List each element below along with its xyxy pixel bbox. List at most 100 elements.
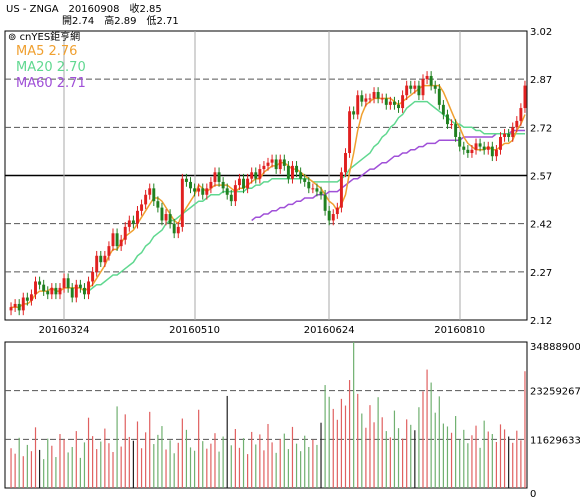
candle-body bbox=[164, 214, 168, 221]
volume-bar bbox=[234, 428, 236, 488]
candle-body bbox=[335, 207, 339, 215]
volume-bar bbox=[446, 426, 449, 488]
candle bbox=[458, 132, 462, 152]
candle-body bbox=[384, 98, 388, 105]
candle bbox=[197, 183, 201, 197]
volume-bar bbox=[393, 410, 396, 488]
volume-bar bbox=[96, 449, 98, 488]
candle bbox=[99, 250, 103, 268]
candle bbox=[311, 183, 315, 194]
volume-tick-label: 34888900 bbox=[530, 342, 580, 353]
candle-body bbox=[136, 210, 139, 224]
volume-bar bbox=[275, 452, 277, 488]
candle bbox=[180, 173, 184, 232]
price-tick-label: 2.27 bbox=[530, 268, 552, 279]
volume-bar bbox=[189, 447, 192, 488]
candle bbox=[21, 292, 25, 316]
candle bbox=[425, 71, 429, 84]
candle bbox=[266, 157, 270, 171]
volume-bar bbox=[308, 446, 310, 488]
volume-bar bbox=[316, 444, 318, 488]
candle-body bbox=[140, 204, 144, 211]
candle bbox=[262, 161, 266, 174]
candle-body bbox=[331, 214, 335, 221]
candle bbox=[384, 93, 388, 110]
candle-body bbox=[258, 169, 262, 179]
candle bbox=[299, 167, 303, 184]
candle-body bbox=[507, 133, 511, 137]
candle-body bbox=[425, 75, 429, 80]
candle bbox=[25, 292, 29, 306]
candle-body bbox=[78, 284, 82, 288]
candle bbox=[152, 183, 156, 207]
candle bbox=[229, 189, 233, 207]
volume-bar bbox=[332, 408, 334, 488]
candle-body bbox=[82, 287, 86, 295]
candle bbox=[470, 144, 474, 158]
volume-bar bbox=[340, 398, 343, 488]
candle-body bbox=[421, 79, 425, 96]
candle bbox=[450, 119, 454, 129]
candle-body bbox=[291, 165, 294, 179]
candle-body bbox=[392, 101, 396, 105]
candle-body bbox=[478, 143, 482, 147]
volume-bar bbox=[365, 427, 367, 488]
date-tick-label: 20160510 bbox=[169, 325, 220, 336]
candle bbox=[499, 132, 502, 155]
candle-body bbox=[503, 133, 507, 137]
volume-bar bbox=[324, 385, 326, 488]
volume-bar bbox=[516, 430, 518, 488]
candle-body bbox=[274, 159, 278, 170]
candle bbox=[327, 206, 331, 226]
volume-bar bbox=[63, 439, 65, 488]
price-tick-label: 2.72 bbox=[530, 123, 552, 134]
volume-bar bbox=[136, 421, 139, 488]
candle bbox=[233, 180, 237, 207]
candle bbox=[474, 138, 478, 155]
candle-body bbox=[462, 146, 466, 150]
candle-body bbox=[437, 88, 441, 105]
candle bbox=[397, 100, 400, 113]
candle-body bbox=[466, 149, 470, 154]
candle bbox=[46, 286, 50, 300]
price-axis-ticks: 3.02 2.87 2.72 2.57 2.42 2.27 2.12 bbox=[530, 27, 552, 327]
volume-bar bbox=[75, 431, 77, 488]
candle-body bbox=[482, 146, 486, 150]
candle bbox=[490, 141, 494, 162]
candle bbox=[258, 164, 262, 184]
volume-bar bbox=[173, 453, 175, 488]
candle-body bbox=[29, 294, 33, 301]
volume-bar bbox=[30, 451, 33, 488]
volume-bar bbox=[259, 434, 261, 488]
candle bbox=[140, 199, 144, 216]
candle-body bbox=[115, 233, 119, 247]
candle bbox=[466, 144, 470, 158]
candle-body bbox=[401, 95, 405, 109]
candle-body bbox=[409, 85, 413, 89]
candle bbox=[331, 209, 335, 226]
candle-body bbox=[286, 165, 290, 179]
candle bbox=[66, 273, 70, 293]
candle bbox=[380, 93, 384, 104]
candle bbox=[246, 173, 250, 194]
candle-body bbox=[209, 181, 213, 189]
candle bbox=[209, 177, 213, 194]
candle bbox=[519, 103, 523, 126]
candle-body bbox=[46, 291, 50, 295]
candle bbox=[494, 144, 498, 162]
volume-bar bbox=[100, 441, 102, 488]
candle bbox=[127, 215, 131, 232]
candle bbox=[111, 228, 115, 251]
volume-bar bbox=[251, 431, 253, 488]
volume-bar bbox=[422, 391, 424, 488]
candle-body bbox=[95, 255, 99, 272]
price-tick-label: 2.57 bbox=[530, 172, 552, 183]
volume-bar bbox=[10, 448, 12, 488]
volume-bar bbox=[463, 429, 465, 488]
volume-tick-label: 11629633 bbox=[530, 435, 580, 446]
candle bbox=[9, 302, 13, 316]
volume-bar bbox=[181, 418, 183, 488]
volume-bar bbox=[385, 431, 387, 488]
volume-bar bbox=[47, 438, 49, 488]
